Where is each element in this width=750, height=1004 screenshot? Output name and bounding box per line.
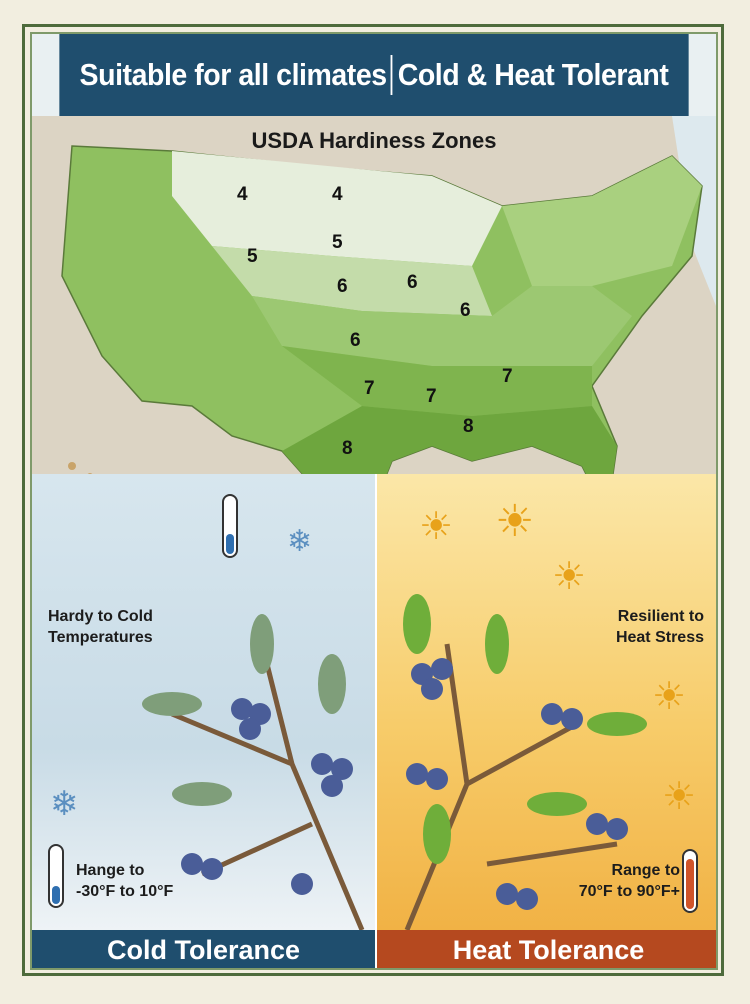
zone-label: 6 bbox=[337, 276, 348, 297]
zone-label: 7 bbox=[426, 386, 437, 407]
thermometer-hot-icon bbox=[682, 849, 698, 913]
cold-range-line2: -30°F to 10°F bbox=[76, 883, 174, 900]
cold-heading-line2: Temperatures bbox=[48, 629, 153, 646]
header-separator bbox=[390, 55, 393, 95]
heat-tolerance-banner: Heat Tolerance bbox=[377, 930, 716, 968]
zone-label: 8 bbox=[463, 416, 474, 437]
sun-icon: ☀ bbox=[419, 506, 454, 548]
sun-icon: ☀ bbox=[662, 776, 697, 818]
panel-divider bbox=[375, 474, 377, 968]
sun-icon: ☀ bbox=[652, 676, 687, 718]
frosted-blueberry-bush bbox=[142, 614, 365, 930]
zone-label: 8 bbox=[342, 438, 353, 459]
header-right: Cold & Heat Tolerant bbox=[397, 57, 669, 92]
zone-label: 5 bbox=[332, 232, 343, 253]
cold-heading: Hardy to Cold Temperatures bbox=[48, 606, 153, 648]
heat-heading-line1: Resilient to bbox=[617, 608, 704, 625]
heat-range-line1: Range to bbox=[611, 862, 680, 879]
sun-icon: ☀ bbox=[495, 497, 535, 546]
snowflake-icon: ❄ bbox=[50, 785, 79, 823]
heat-heading: Resilient to Heat Stress bbox=[616, 606, 704, 648]
cold-range: Hange to -30°F to 10°F bbox=[76, 860, 173, 902]
cold-panel: Hardy to Cold Temperatures ❄ ❄ Hange to … bbox=[32, 474, 375, 930]
zone-label: 6 bbox=[407, 272, 418, 293]
zone-label: 6 bbox=[350, 330, 361, 351]
heat-panel: Resilient to Heat Stress ☀ ☀ ☀ ☀ ☀ Range… bbox=[377, 474, 716, 930]
infographic: Suitable for all climates Cold & Heat To… bbox=[30, 32, 718, 970]
outer-frame bbox=[22, 24, 724, 976]
zone-label: 5 bbox=[247, 246, 258, 267]
thermometer-cold-icon bbox=[48, 844, 64, 908]
cold-tolerance-banner: Cold Tolerance bbox=[32, 930, 375, 968]
thermometer-cold-icon bbox=[222, 494, 238, 558]
green-blueberry-bush bbox=[403, 594, 647, 930]
header-left: Suitable for all climates bbox=[79, 57, 388, 92]
header-banner: Suitable for all climates Cold & Heat To… bbox=[59, 34, 689, 116]
heat-range-line2: 70°F to 90°F+ bbox=[578, 883, 680, 900]
zone-label: 6 bbox=[460, 300, 471, 321]
heat-heading-line2: Heat Stress bbox=[615, 629, 704, 646]
cold-heading-line1: Hardy to Cold bbox=[48, 608, 153, 625]
cold-range-line1: Hange to bbox=[76, 862, 145, 879]
sun-icon: ☀ bbox=[552, 556, 587, 598]
map-title: USDA Hardiness Zones bbox=[251, 128, 497, 153]
zone-label: 4 bbox=[237, 184, 248, 205]
zone-label: 4 bbox=[332, 184, 343, 205]
snowflake-icon: ❄ bbox=[287, 525, 313, 558]
zone-label: 7 bbox=[364, 378, 375, 399]
heat-range: Range to 70°F to 90°F+ bbox=[579, 860, 680, 902]
zone-label: 7 bbox=[502, 366, 513, 387]
